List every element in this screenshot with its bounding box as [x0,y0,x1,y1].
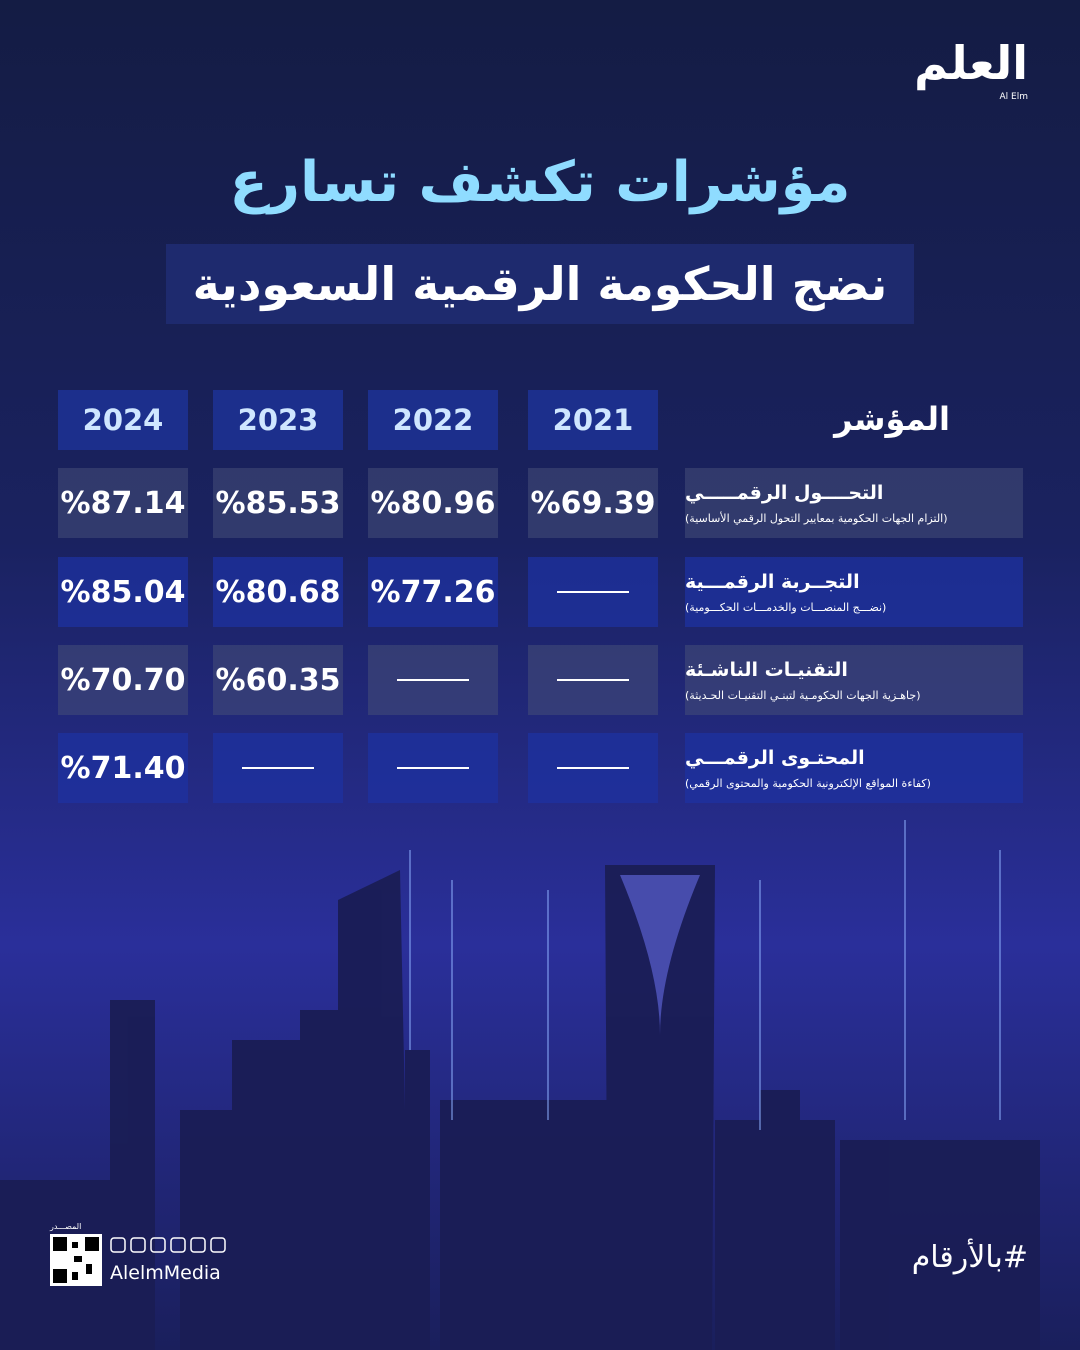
indicator-note: (التزام الجهات الحكومية بمعايير التحول ا… [685,511,948,525]
indicator-note: (كفاءة المواقع الإلكترونية الحكومية والم… [685,776,931,790]
logo-subtitle: Al Elm [999,92,1028,102]
dash [397,767,469,769]
title: مؤشرات تكشف تسارع [229,150,851,215]
dash [557,767,629,769]
value-cell: %60.35 [213,645,343,715]
indicator: التحــــول الرقمـــــي (التزام الجهات الح… [685,468,1023,538]
value-cell [528,645,658,715]
value-cell: %80.68 [213,557,343,627]
value-cell: %80.96 [368,468,498,538]
dash [557,679,629,681]
value-cell: %77.26 [368,557,498,627]
value-cell: %87.14 [58,468,188,538]
year-header: 2024 [58,390,188,450]
value-cell [368,645,498,715]
indicator: التقنيـات الناشـئة (جاهـزية الجهات الحكوم… [685,645,1023,715]
logo: العلم [914,36,1028,90]
value-cell [213,733,343,803]
indicator-label: المحتـوى الرقمـــي [685,746,865,769]
skyline [0,820,1040,1350]
value-cell: %71.40 [58,733,188,803]
subtitle: نضج الحكومة الرقمية السعودية [192,257,888,311]
source-label: المصـــدر [50,1222,82,1231]
indicator: المحتـوى الرقمـــي (كفاءة المواقع الإلكتر… [685,733,1023,803]
dash [557,591,629,593]
value-cell [368,733,498,803]
indicator-label: التجــربة الرقمـــية [685,570,860,593]
social-icons [110,1237,226,1253]
value-cell: %85.53 [213,468,343,538]
indicator-label: التحــــول الرقمـــــي [685,481,884,504]
year-header: 2021 [528,390,658,450]
year-header: 2023 [213,390,343,450]
dash [242,767,314,769]
indicator-note: (نضـــج المنصـــات والخدمـــات الحكـــوم… [685,600,887,614]
dash [397,679,469,681]
subtitle-box: نضج الحكومة الرقمية السعودية [166,244,914,324]
year-header: 2022 [368,390,498,450]
column-header: المؤشر [834,400,950,438]
value-cell [528,557,658,627]
hashtag: #بالأرقام [911,1240,1028,1275]
handle: AlelmMedia [110,1262,221,1284]
value-cell: %85.04 [58,557,188,627]
qr-code [50,1234,102,1286]
value-cell: %70.70 [58,645,188,715]
indicator-note: (جاهـزية الجهات الحكومـية لتبنـي التقنيـ… [685,688,921,702]
value-cell: %69.39 [528,468,658,538]
indicator: التجــربة الرقمـــية (نضـــج المنصـــات و… [685,557,1023,627]
indicator-label: التقنيـات الناشـئة [685,658,848,681]
value-cell [528,733,658,803]
